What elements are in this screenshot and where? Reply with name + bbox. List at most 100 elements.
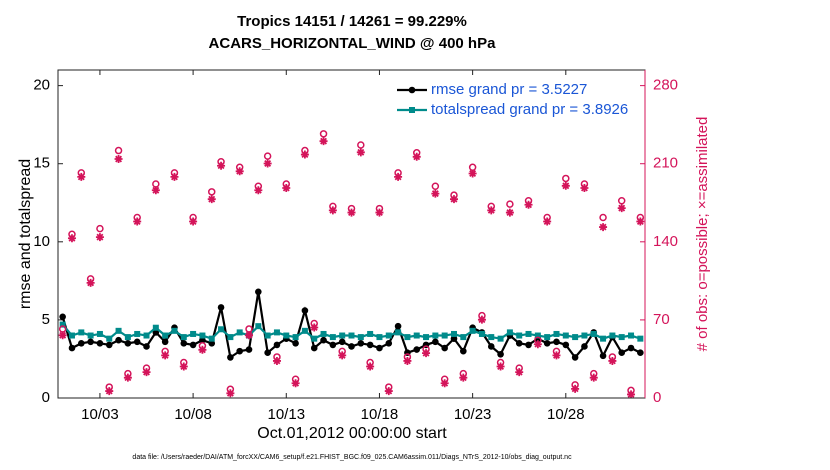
spread-marker [516, 332, 523, 339]
assimilated-marker [338, 351, 347, 360]
assimilated-marker [580, 184, 589, 193]
assimilated-marker [291, 379, 300, 388]
rmse-marker [143, 343, 150, 350]
assimilated-marker [123, 373, 132, 382]
spread-marker [525, 330, 532, 337]
spread-marker [469, 327, 476, 334]
possible-marker [319, 130, 328, 138]
spread-marker [236, 329, 243, 336]
assimilated-marker [263, 159, 272, 168]
rmse-marker [217, 304, 225, 311]
assimilated-marker [524, 200, 533, 209]
rmse-marker [543, 340, 551, 347]
chart-title: Tropics 14151 / 14261 = 99.229% [237, 13, 467, 30]
assimilated-marker [151, 186, 160, 195]
footer: data file: /Users/raeder/DAI/ATM_forcXX/… [132, 454, 572, 461]
assimilated-marker [440, 379, 449, 388]
rmse-marker [441, 344, 448, 352]
rmse-marker [487, 343, 495, 350]
legend-marker [409, 107, 415, 113]
spread-marker [264, 332, 271, 339]
assimilated-marker [449, 195, 458, 204]
y2-axis-label: # of obs: o=possible; ×=assimilated [694, 117, 711, 352]
spread-marker [171, 327, 178, 334]
spread-marker [572, 334, 579, 341]
chart-subtitle: ACARS_HORIZONTAL_WIND @ 400 hPa [209, 35, 497, 52]
rmse-marker [245, 346, 253, 353]
spread-marker [385, 332, 392, 339]
assimilated-marker [403, 356, 412, 365]
rmse-marker [180, 340, 188, 347]
spread-marker [562, 332, 569, 339]
spread-marker [413, 332, 420, 339]
spread-marker [348, 332, 355, 339]
rmse-marker [96, 340, 104, 347]
assimilated-marker [58, 331, 67, 340]
rmse-marker [376, 344, 383, 352]
rmse-marker [450, 335, 458, 342]
assimilated-marker [496, 362, 505, 371]
spread-marker [199, 332, 206, 339]
assimilated-marker [505, 208, 514, 217]
rmse-marker [525, 341, 532, 349]
y-tick-label: 20 [33, 77, 50, 94]
rmse-marker [366, 341, 374, 349]
spread-marker [87, 332, 94, 339]
assimilated-marker [189, 217, 198, 226]
assimilated-marker [198, 345, 207, 354]
assimilated-marker [599, 223, 608, 232]
spread-marker [152, 324, 159, 331]
rmse-marker [571, 354, 579, 361]
y-tick-label: 0 [42, 389, 50, 406]
spread-marker [218, 326, 225, 333]
assimilated-marker [133, 217, 142, 226]
assimilated-marker [477, 315, 486, 324]
assimilated-marker [300, 150, 309, 159]
rmse-marker [189, 341, 197, 349]
assimilated-marker [114, 155, 123, 164]
rmse-marker [59, 313, 66, 321]
rmse-marker [460, 347, 467, 355]
assimilated-marker [170, 172, 179, 181]
rmse-marker [599, 352, 607, 360]
rmse-marker [236, 347, 243, 355]
x-tick-label: 10/28 [547, 406, 585, 423]
assimilated-marker [67, 234, 76, 243]
spread-marker [59, 321, 66, 328]
x-tick-label: 10/13 [268, 406, 306, 423]
spread-marker [441, 332, 448, 339]
spread-marker [637, 335, 644, 342]
spread-marker [534, 332, 541, 339]
assimilated-marker [235, 167, 244, 176]
possible-marker [617, 197, 626, 205]
spread-marker [423, 334, 430, 341]
y2-tick-label: 210 [653, 155, 678, 172]
assimilated-marker [77, 172, 86, 181]
possible-marker [96, 224, 104, 233]
spread-marker [190, 330, 197, 337]
spread-marker [180, 334, 187, 341]
spread-marker [292, 334, 299, 341]
assimilated-marker [254, 186, 263, 195]
spread-marker [96, 330, 103, 337]
assimilated-marker [375, 208, 384, 217]
spread-marker [301, 327, 308, 334]
spread-marker [227, 334, 234, 341]
assimilated-marker [226, 389, 235, 398]
spread-marker [376, 334, 383, 341]
x-tick-label: 10/08 [174, 406, 212, 423]
x-axis-label: Oct.01,2012 00:00:00 start [257, 425, 447, 442]
assimilated-marker [207, 195, 216, 204]
assimilated-marker [142, 368, 151, 377]
spread-marker [609, 332, 616, 339]
spread-marker [600, 335, 607, 342]
rmse-marker [348, 343, 355, 350]
spread-marker [404, 334, 411, 341]
assimilated-marker [412, 152, 421, 161]
rmse-marker [255, 288, 262, 296]
assimilated-marker [310, 323, 319, 332]
rmse-marker [329, 341, 337, 349]
spread-marker [553, 330, 560, 337]
spread-marker [339, 332, 346, 339]
assimilated-marker [161, 351, 170, 360]
